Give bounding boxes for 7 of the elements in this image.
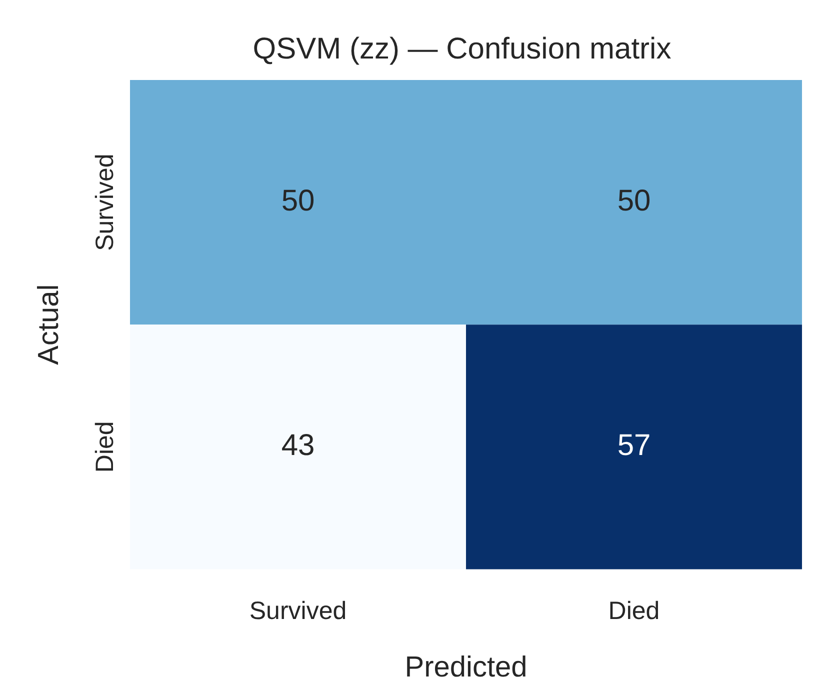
x-axis-title: Predicted (404, 652, 528, 684)
data-label: 50 (617, 184, 651, 218)
data-label: 43 (281, 429, 315, 462)
data-label: 50 (281, 184, 315, 218)
y-axis-title: Actual (33, 284, 65, 365)
chart-title: QSVM (zz) — Confusion matrix (252, 32, 672, 66)
data-label: 57 (617, 429, 651, 462)
